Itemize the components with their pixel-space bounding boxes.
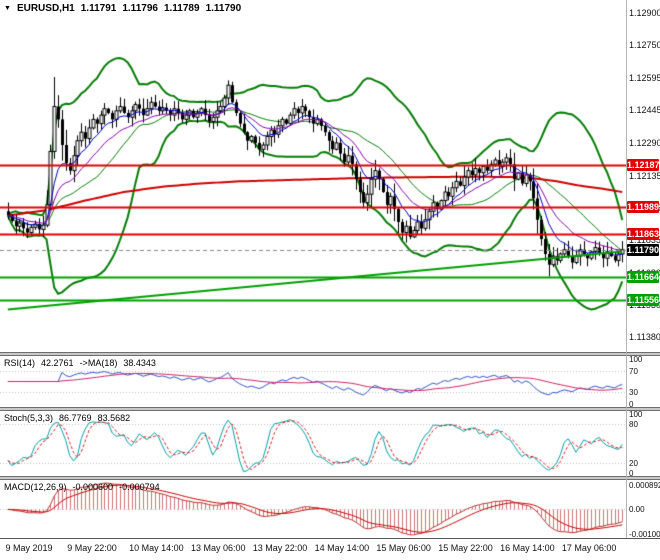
price-axis-label: 1.12900 xyxy=(629,7,660,18)
panel-separator[interactable] xyxy=(0,476,660,480)
bar-close: 1.11790 xyxy=(205,3,242,14)
time-axis-border xyxy=(0,538,660,539)
support-level-tag[interactable]: 1.11556 xyxy=(627,293,660,306)
indicator-axis-label: 70 xyxy=(629,367,638,377)
price-axis-label: 1.11380 xyxy=(629,332,660,343)
price-axis-label: 1.12595 xyxy=(629,72,660,83)
main-chart-canvas[interactable] xyxy=(0,0,626,352)
rsi-ma-name: ->MA(18) xyxy=(79,358,118,368)
time-axis-label: 16 May 14:00 xyxy=(500,543,555,553)
indicator-axis-label: 0 xyxy=(629,400,634,409)
stoch-name: Stoch(5,3,3) xyxy=(4,413,54,423)
time-axis-label: 13 May 06:00 xyxy=(190,543,246,553)
indicator-axis-label: 100 xyxy=(629,410,643,419)
support-level-tag[interactable]: 1.11664 xyxy=(627,270,660,283)
bar-low: 1.11789 xyxy=(163,3,200,14)
time-axis-label: 9 May 22:00 xyxy=(67,543,117,553)
price-axis-label: 1.12750 xyxy=(629,39,660,50)
panel-separator[interactable] xyxy=(0,407,660,411)
indicator-axis-label: 0.000892 xyxy=(629,481,660,490)
macd-name: MACD(12,26,9) xyxy=(4,482,67,492)
stoch-indicator-label: Stoch(5,3,3) 86.7769 83.5682 xyxy=(4,413,130,423)
price-axis-label: 1.11835 xyxy=(629,235,660,246)
indicator-axis-label: 0 xyxy=(629,469,634,478)
ohlc-header: ▼ EURUSD,H1 1.11791 1.11796 1.11789 1.11… xyxy=(4,3,241,14)
macd-indicator-label: MACD(12,26,9) -0.000600 -0.000794 xyxy=(4,482,160,492)
time-axis-label: 13 May 22:00 xyxy=(252,543,308,553)
rsi-ma-value: 38.4343 xyxy=(123,358,156,368)
macd-panel-canvas[interactable] xyxy=(0,480,626,538)
price-axis-label: 1.12290 xyxy=(629,137,660,148)
chart-dropdown-arrow-icon[interactable]: ▼ xyxy=(4,4,11,12)
time-axis-label: 14 May 14:00 xyxy=(314,543,370,553)
time-axis[interactable]: 9 May 2019 9 May 22:00 10 May 14:00 13 May … xyxy=(0,539,660,560)
indicator-axis-label: 0.00 xyxy=(629,505,645,515)
resistance-level-tag[interactable]: 1.12187 xyxy=(627,158,660,171)
time-axis-label: 15 May 22:00 xyxy=(438,543,493,553)
macd-signal: -0.000794 xyxy=(119,482,160,492)
rsi-indicator-label: RSI(14) 42.2761 ->MA(18) 38.4343 xyxy=(4,358,156,368)
macd-value: -0.000600 xyxy=(72,482,114,492)
indicator-axis-label: 80 xyxy=(629,420,638,429)
symbol-timeframe: EURUSD,H1 xyxy=(16,3,75,14)
resistance-level-tag[interactable]: 1.11989 xyxy=(627,201,660,214)
stoch-signal: 83.5682 xyxy=(97,413,131,423)
rsi-panel-canvas[interactable] xyxy=(0,356,626,407)
indicator-axis-label: -0.001003 xyxy=(629,530,660,539)
resistance-level-tag[interactable]: 1.11863 xyxy=(627,228,660,241)
time-axis-label: 10 May 14:00 xyxy=(129,543,184,553)
price-axis-label: 1.12445 xyxy=(629,104,660,115)
bar-open: 1.11791 xyxy=(80,3,117,14)
time-axis-label: 15 May 06:00 xyxy=(376,543,431,553)
rsi-name: RSI(14) xyxy=(4,358,36,368)
stoch-panel-canvas[interactable] xyxy=(0,411,626,476)
indicator-axis-label: 100 xyxy=(629,355,643,364)
price-axis-label: 1.12135 xyxy=(629,171,660,181)
time-axis-label: 9 May 2019 xyxy=(5,543,53,553)
time-axis-label: 17 May 06:00 xyxy=(561,543,617,553)
indicator-axis-label: 20 xyxy=(629,459,638,468)
rsi-value: 42.2761 xyxy=(41,358,74,368)
price-axis-border xyxy=(626,0,627,538)
current-price-tag: 1.11790 xyxy=(627,243,660,256)
bar-high: 1.11796 xyxy=(122,3,158,14)
price-axis[interactable]: 1.12900 1.12750 1.12595 1.12445 1.12290 1.121… xyxy=(626,0,660,560)
panel-separator[interactable] xyxy=(0,352,660,356)
indicator-axis-label: 30 xyxy=(629,387,638,397)
stoch-value: 86.7769 xyxy=(59,413,92,423)
